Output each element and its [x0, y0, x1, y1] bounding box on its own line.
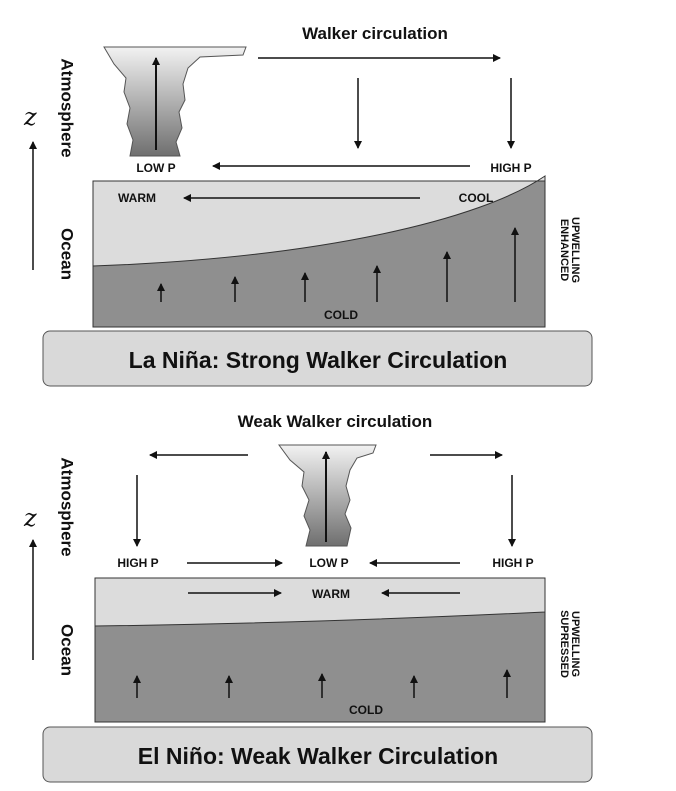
la-nina-circulation-title: Walker circulation — [302, 24, 448, 43]
el-nino-upwelling-label-2: UPWELLING — [569, 611, 581, 677]
la-nina-z-label: z — [23, 103, 37, 131]
el-nino-circulation-title: Weak Walker circulation — [238, 412, 433, 431]
la-nina-upwelling-label-1: ENHANCED — [558, 219, 570, 281]
el-nino-banner — [42, 726, 593, 783]
el-nino-panel: z Atmosphere Ocean Weak Walker circulati… — [23, 412, 593, 783]
el-nino-warm-label: WARM — [312, 587, 350, 601]
el-nino-low-pressure-label: LOW P — [309, 556, 348, 570]
el-nino-banner-title: El Niño: Weak Walker Circulation — [138, 743, 498, 769]
la-nina-banner — [42, 330, 593, 387]
el-nino-convective-cloud — [278, 444, 377, 547]
la-nina-cold-label: COLD — [324, 308, 358, 322]
el-nino-cold-label: COLD — [349, 703, 383, 717]
la-nina-ocean-label: Ocean — [58, 228, 77, 280]
la-nina-low-pressure-label: LOW P — [136, 161, 175, 175]
la-nina-atmosphere-label: Atmosphere — [58, 58, 77, 157]
el-nino-high-pressure-right-label: HIGH P — [492, 556, 533, 570]
el-nino-atmosphere-label: Atmosphere — [58, 457, 77, 556]
el-nino-high-pressure-left-label: HIGH P — [117, 556, 158, 570]
la-nina-warm-label: WARM — [118, 191, 156, 205]
la-nina-convective-cloud — [103, 46, 247, 157]
la-nina-high-pressure-label: HIGH P — [490, 161, 531, 175]
la-nina-banner-title: La Niña: Strong Walker Circulation — [129, 347, 508, 373]
la-nina-cool-label: COOL — [459, 191, 494, 205]
la-nina-panel: z Atmosphere Ocean Walker circulation LO… — [23, 24, 593, 387]
el-nino-upwelling-label-1: SUPRESSED — [558, 610, 570, 678]
la-nina-upwelling-label-2: UPWELLING — [569, 217, 581, 283]
el-nino-z-label: z — [23, 504, 37, 532]
el-nino-ocean-label: Ocean — [58, 624, 77, 676]
el-nino-ocean-warm-layer — [94, 577, 546, 627]
